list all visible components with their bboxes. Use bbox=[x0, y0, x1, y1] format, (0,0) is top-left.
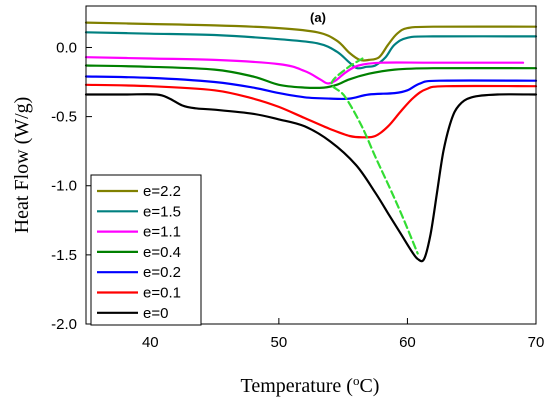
y-tick-label: -1.0 bbox=[51, 178, 77, 195]
legend-label: e=0.1 bbox=[143, 285, 181, 302]
y-tick-label: -2.0 bbox=[51, 316, 77, 333]
y-tick-label: 0.0 bbox=[56, 39, 77, 56]
legend-label: e=1.5 bbox=[143, 203, 181, 220]
trend-line bbox=[330, 57, 419, 255]
legend: e=2.2 e=1.5 e=1.1 e=0.4 e=0.2 e=0.1 e=0 bbox=[90, 174, 202, 326]
legend-label: e=1.1 bbox=[143, 224, 181, 241]
plot-frame bbox=[85, 5, 537, 325]
series-line-e-0-4 bbox=[84, 64, 538, 89]
ticks-layer: 40 50 60 70 -2.0 -1.5 -1.0 -0.5 0.0 bbox=[51, 39, 544, 351]
series-line-e-1-5 bbox=[84, 31, 538, 70]
series-line-e-0-1 bbox=[84, 83, 538, 139]
series-line-e-1-1 bbox=[84, 56, 525, 85]
legend-label: e=0.2 bbox=[143, 264, 181, 281]
legend-label: e=2.2 bbox=[143, 183, 181, 200]
series-line-e-0 bbox=[84, 93, 538, 263]
legend-label: e=0.4 bbox=[143, 244, 181, 261]
x-tick-label: 50 bbox=[271, 334, 288, 351]
x-tick-label: 70 bbox=[528, 334, 545, 351]
legend-label: e=0 bbox=[143, 305, 168, 322]
x-tick-label: 40 bbox=[142, 334, 159, 351]
y-tick-label: -1.5 bbox=[51, 247, 77, 264]
y-axis-title: Heat Flow (W/g) bbox=[11, 97, 33, 234]
x-tick-label: 60 bbox=[399, 334, 416, 351]
series-line-e-0-2 bbox=[84, 75, 538, 101]
legend-box bbox=[90, 174, 202, 326]
axes-layer bbox=[85, 5, 537, 325]
series-layer bbox=[84, 21, 538, 263]
panel-label: (a) bbox=[310, 10, 326, 25]
x-axis-title: Temperature (oC) bbox=[241, 373, 380, 397]
y-tick-label: -0.5 bbox=[51, 109, 77, 126]
